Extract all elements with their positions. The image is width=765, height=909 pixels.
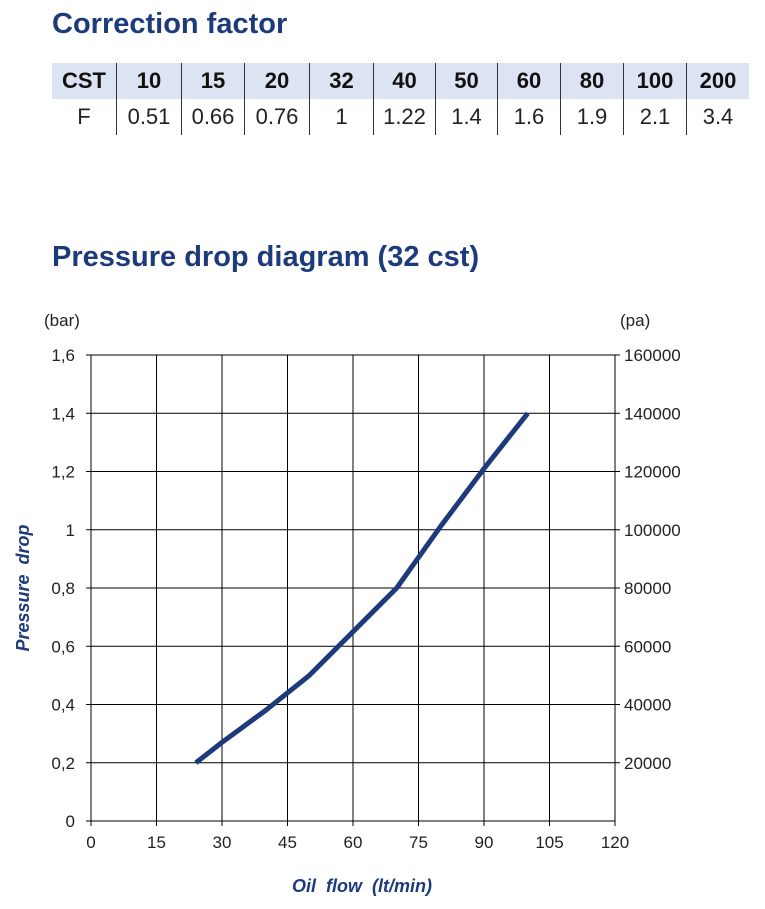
correction-factor-title: Correction factor — [52, 8, 288, 40]
factor-cell: 1.6 — [497, 99, 561, 135]
factor-cell: 1.9 — [560, 99, 624, 135]
cst-cell: 40 — [373, 63, 436, 99]
factor-cell: 0.76 — [244, 99, 310, 135]
factor-cell: 1.4 — [435, 99, 498, 135]
cst-cell: 200 — [686, 63, 749, 99]
y-axis-right-ticks: 20000 40000 60000 80000 100000 120000 140000 16… — [624, 346, 681, 773]
pressure-drop-title: Pressure drop diagram (32 cst) — [52, 241, 480, 273]
y-tick-label: 0,2 — [51, 754, 75, 773]
cst-cell: 15 — [181, 63, 245, 99]
chart-grid — [90, 354, 616, 822]
y-tick-label: 0 — [66, 812, 75, 831]
x-tick-label: 45 — [278, 833, 297, 852]
table-row: CST 10 15 20 32 40 50 60 80 100 200 — [52, 63, 749, 99]
series-line — [194, 411, 530, 765]
pressure-drop-chart: 0 15 30 45 60 75 90 105 120 0 0,2 0,4 0,6 0,8 1 1,2 1,4… — [13, 311, 681, 896]
factor-cell: 2.1 — [623, 99, 687, 135]
table-row-label: F — [52, 99, 117, 135]
x-axis-ticks: 0 15 30 45 60 75 90 105 120 — [86, 833, 629, 852]
x-tick-label: 30 — [213, 833, 232, 852]
factor-cell: 0.66 — [181, 99, 245, 135]
y2-tick-label: 160000 — [624, 346, 681, 365]
tick-marks — [86, 354, 620, 826]
y-tick-label: 1,6 — [51, 346, 75, 365]
y-tick-label: 1,4 — [51, 404, 75, 423]
correction-factor-table: CST 10 15 20 32 40 50 60 80 100 200 F 0.51 0.66 0.7… — [52, 63, 749, 135]
x-tick-label: 75 — [409, 833, 428, 852]
x-tick-label: 15 — [147, 833, 166, 852]
y2-tick-label: 100000 — [624, 521, 681, 540]
cst-cell: 80 — [560, 63, 624, 99]
table-row-label: CST — [52, 63, 117, 99]
y-axis-left-unit: (bar) — [44, 311, 80, 330]
y-axis-title: Pressure drop — [13, 524, 33, 651]
factor-cell: 1 — [309, 99, 374, 135]
y2-tick-label: 20000 — [624, 754, 671, 773]
x-tick-label: 105 — [535, 833, 563, 852]
y-tick-label: 0,6 — [51, 637, 75, 656]
y-axis-left-ticks: 0 0,2 0,4 0,6 0,8 1 1,2 1,4 1,6 — [51, 346, 75, 831]
factor-cell: 0.51 — [116, 99, 182, 135]
x-tick-label: 60 — [344, 833, 363, 852]
y2-tick-label: 140000 — [624, 404, 681, 423]
x-axis-title: Oil flow (lt/min) — [292, 876, 432, 896]
y-tick-label: 1 — [66, 521, 75, 540]
cst-cell: 60 — [497, 63, 561, 99]
y-tick-label: 1,2 — [51, 463, 75, 482]
y2-tick-label: 40000 — [624, 696, 671, 715]
y-axis-right-unit: (pa) — [620, 311, 650, 330]
cst-cell: 100 — [623, 63, 687, 99]
factor-cell: 1.22 — [373, 99, 436, 135]
cst-cell: 20 — [244, 63, 310, 99]
y-tick-label: 0,8 — [51, 579, 75, 598]
x-tick-label: 120 — [601, 833, 629, 852]
table-row: F 0.51 0.66 0.76 1 1.22 1.4 1.6 1.9 2.1 3.4 — [52, 99, 749, 135]
cst-cell: 50 — [435, 63, 498, 99]
x-tick-label: 90 — [475, 833, 494, 852]
y2-tick-label: 80000 — [624, 579, 671, 598]
x-tick-label: 0 — [86, 833, 95, 852]
y-tick-label: 0,4 — [51, 696, 75, 715]
y2-tick-label: 120000 — [624, 463, 681, 482]
y2-tick-label: 60000 — [624, 637, 671, 656]
factor-cell: 3.4 — [686, 99, 749, 135]
cst-cell: 10 — [116, 63, 182, 99]
cst-cell: 32 — [309, 63, 374, 99]
